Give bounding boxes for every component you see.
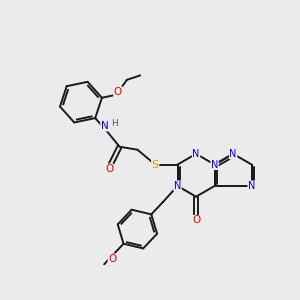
Text: N: N xyxy=(101,121,109,131)
Text: N: N xyxy=(248,181,255,191)
Text: O: O xyxy=(192,215,200,225)
Text: N: N xyxy=(192,149,200,159)
Text: N: N xyxy=(211,160,218,170)
Text: S: S xyxy=(152,160,159,170)
Text: O: O xyxy=(108,254,116,264)
Text: N: N xyxy=(174,181,181,191)
Text: H: H xyxy=(111,119,118,128)
Text: N: N xyxy=(230,149,237,159)
Text: O: O xyxy=(114,87,122,97)
Text: O: O xyxy=(105,164,113,174)
